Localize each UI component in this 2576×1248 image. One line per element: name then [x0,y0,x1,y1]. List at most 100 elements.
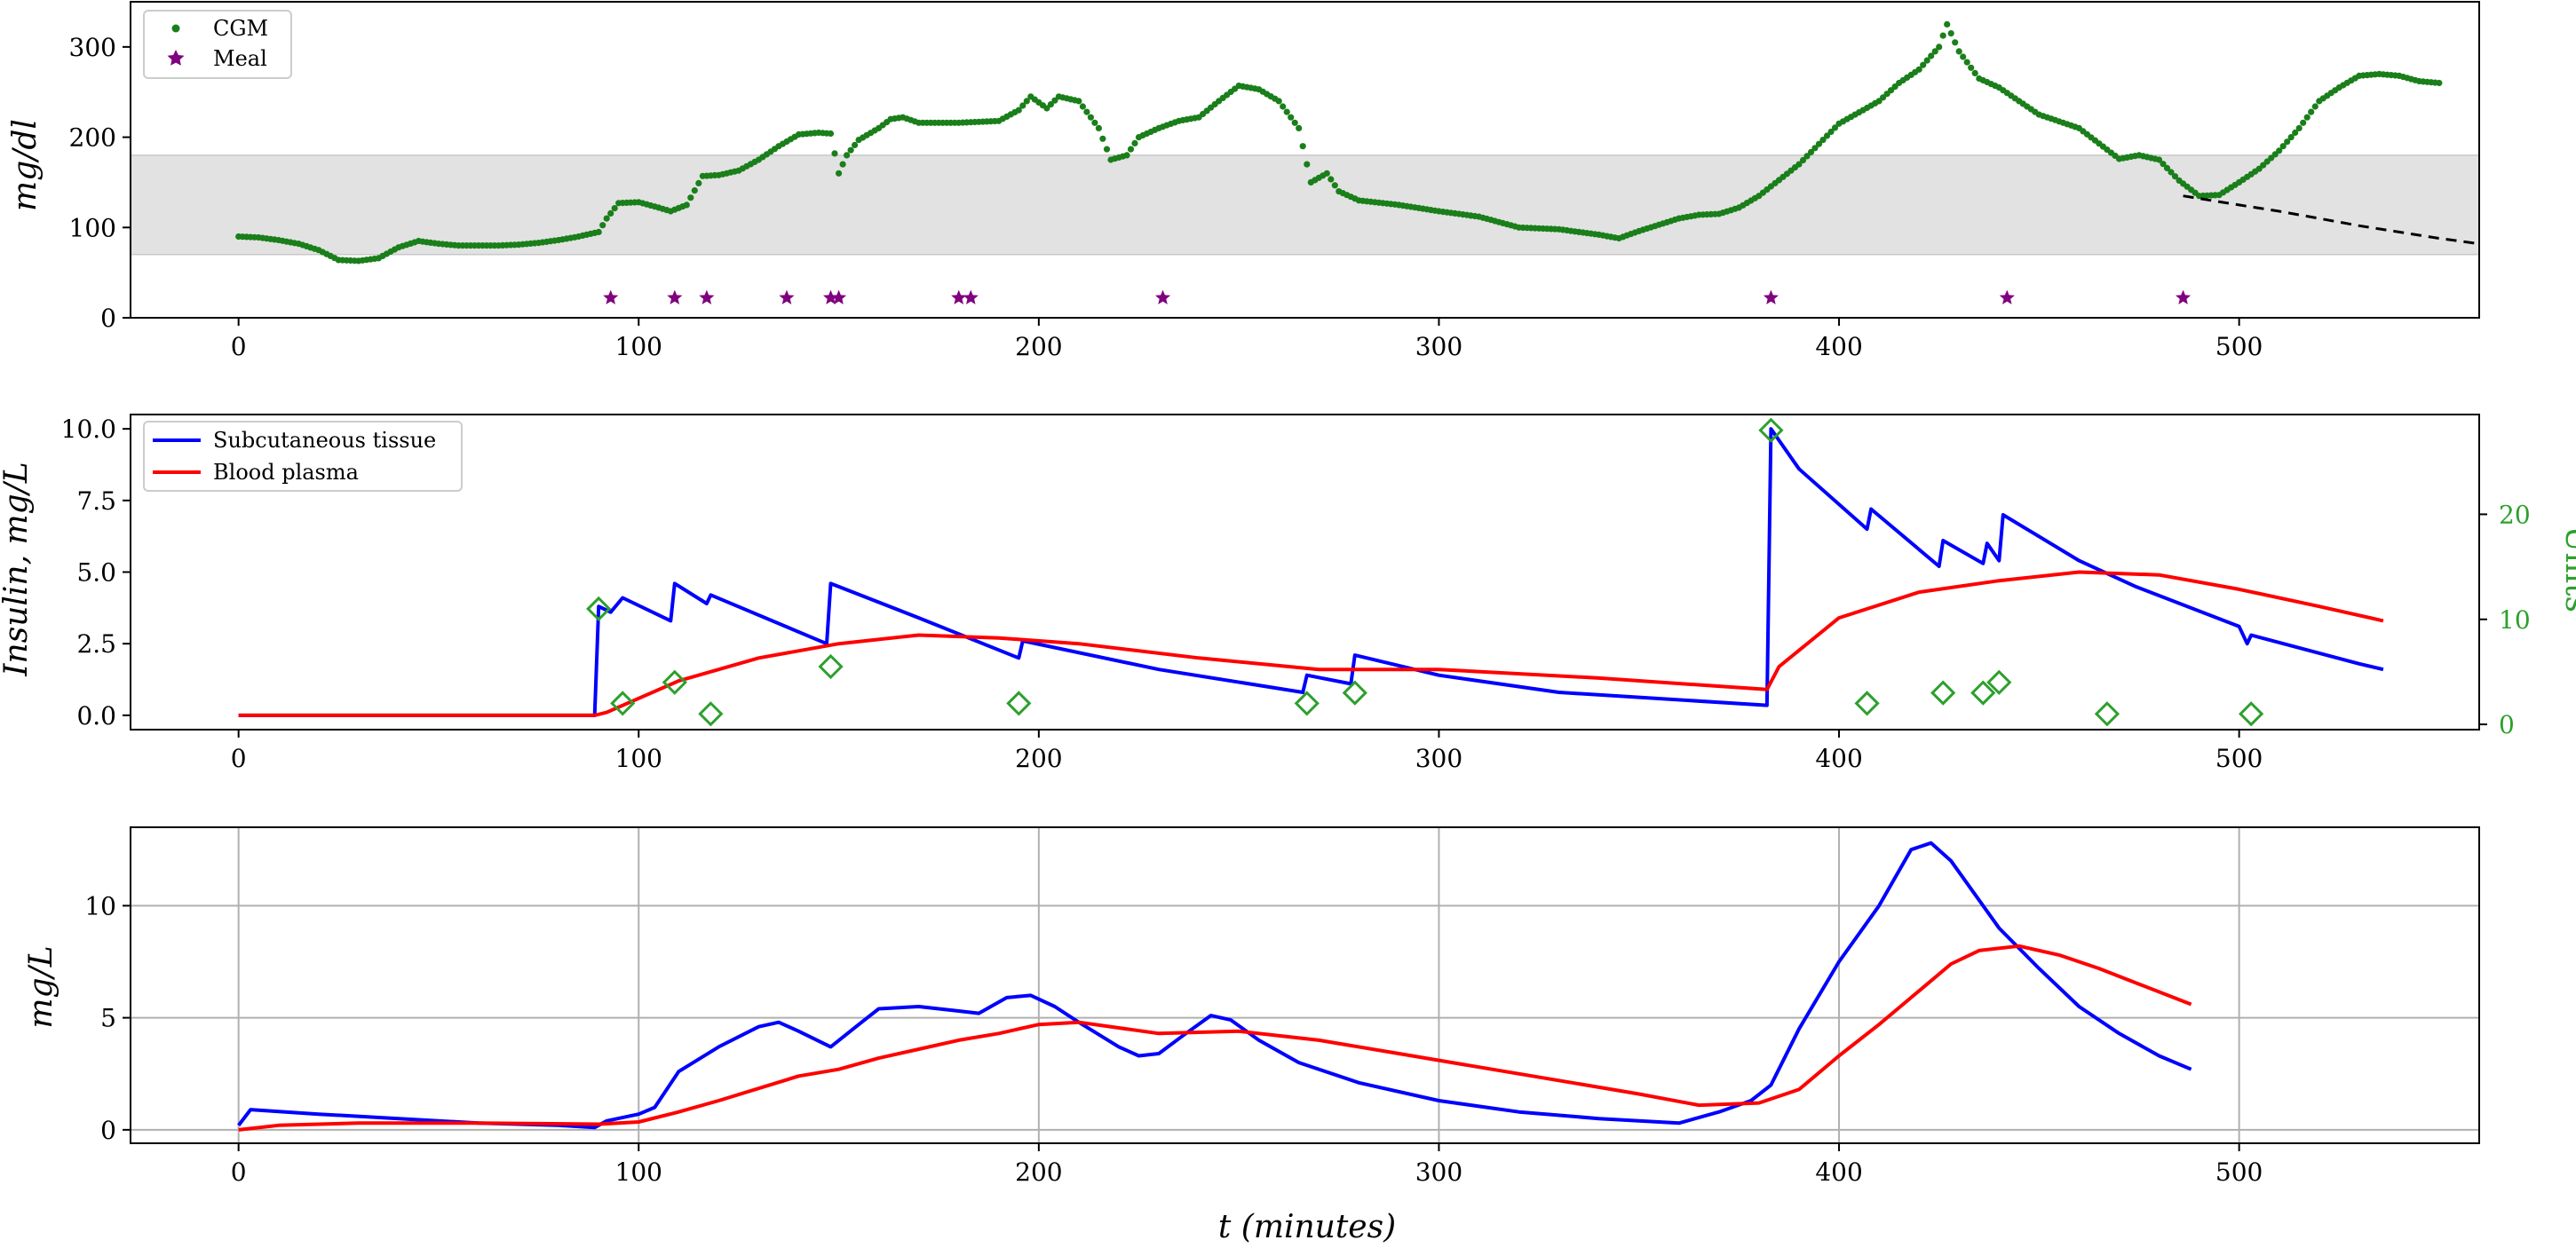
cgm-point [1075,98,1082,105]
meal-marker [831,289,847,304]
cgm-panel: 0 100 200 300 400 500 0 100 200 300 mg/dl CGM Mea… [7,1,2480,361]
cgm-legend: CGM Meal [143,10,292,79]
x-tick-label: 300 [1415,744,1462,773]
cgm-point [1047,101,1054,108]
cgm-point [1103,146,1111,153]
meal-marker [779,289,795,304]
x-tick-label: 0 [231,1157,247,1187]
cgm-point [1328,176,1335,183]
cgm-point [1807,148,1815,155]
cgm-point [2160,161,2167,168]
cgm-point [1936,43,1943,51]
cgm-point [687,194,694,201]
red-concentration-line [238,944,2192,1132]
concentration-y-axis-label: mg/L [23,945,59,1028]
x-tick-label: 100 [615,1157,662,1187]
cgm-point [2303,114,2310,121]
forecast-dashed-line [2183,194,2480,246]
concentration-plot-frame [130,826,2480,1144]
cgm-point [2308,108,2315,115]
insulin-units-marker [1006,691,1032,716]
cgm-point [1931,48,1938,55]
cgm-point [2171,173,2179,180]
cgm-marks [235,20,2480,304]
cgm-point [1087,114,1094,121]
concentration-grid [131,827,2479,1143]
cgm-point [1023,98,1030,105]
insulin-units-marker [662,669,687,695]
cgm-point [2155,156,2163,163]
cgm-point [1131,139,1138,146]
y-tick-label: 7.5 [76,486,116,516]
meal-legend-marker [167,50,185,66]
y-tick-label: 10 [84,891,116,920]
insulin-units-marker [1930,680,1956,706]
y-tick-label: 200 [69,123,116,153]
concentration-axes: 0 100 200 300 400 500 0 5 10 [84,891,2263,1187]
cgm-point [1331,182,1338,189]
insulin-units-marker [610,691,636,716]
insulin-units-marker [698,701,724,727]
cgm-point [1099,135,1106,142]
cgm-point [1291,119,1298,126]
x-tick-label: 400 [1815,744,1862,773]
x-tick-label: 0 [231,332,247,361]
cgm-point [1288,114,1295,121]
cgm-point [1083,108,1090,115]
subcutaneous-line [238,427,2384,717]
x-tick-label: 200 [1015,744,1062,773]
meal-marker [1763,289,1779,304]
cgm-point [1920,61,1927,68]
cgm-point [1955,48,1962,55]
x-tick-label: 500 [2215,744,2263,773]
cgm-point [2168,169,2175,176]
meal-marker [667,289,683,304]
meal-marker [951,289,967,304]
cgm-point [1923,57,1930,64]
meal-marker [699,289,715,304]
cgm-point [2436,79,2443,87]
cgm-point [1971,69,1978,76]
x-tick-label: 500 [2215,1157,2263,1187]
cgm-point [1960,53,1967,60]
cgm-point [1944,20,1951,28]
cgm-plot-frame [130,1,2480,319]
cgm-point [1283,108,1290,115]
cgm-point [1811,145,1819,152]
cgm-point [1939,32,1946,39]
y2-tick-label: 10 [2499,605,2531,635]
cgm-point [2311,103,2318,110]
cgm-point [683,201,690,209]
y-tick-label: 10.0 [61,415,116,444]
insulin-units-marker [1986,669,2012,695]
meal-marker [2176,289,2192,304]
y-tick-label: 0.0 [76,701,116,731]
cgm-point [1823,132,1831,139]
cgm-point [1091,119,1098,126]
cgm-point [1019,102,1026,109]
cgm-point [1015,107,1022,114]
cgm-point [1819,137,1827,144]
x-tick-label: 400 [1815,1157,1862,1187]
insulin-units-marker [1342,680,1367,706]
insulin-legend-box [143,421,463,492]
cgm-point [1827,128,1835,136]
concentration-marks [237,841,2192,1132]
meal-marker [1155,289,1171,304]
cgm-legend-label: CGM [213,16,268,41]
y-tick-label: 0 [100,304,116,333]
insulin-y-axis-label: Insulin, mg/L [0,462,35,676]
meal-marker [963,289,979,304]
cgm-point [2163,164,2171,171]
cgm-point [2287,134,2295,141]
cgm-point [607,209,614,217]
x-tick-label: 500 [2215,332,2263,361]
meal-legend-label: Meal [213,46,267,71]
cgm-point [599,222,606,229]
x-tick-label: 200 [1015,1157,1062,1187]
cgm-point [1280,103,1287,110]
x-tick-label: 200 [1015,332,1062,361]
cgm-point [1799,156,1807,164]
cgm-point [1051,97,1058,104]
